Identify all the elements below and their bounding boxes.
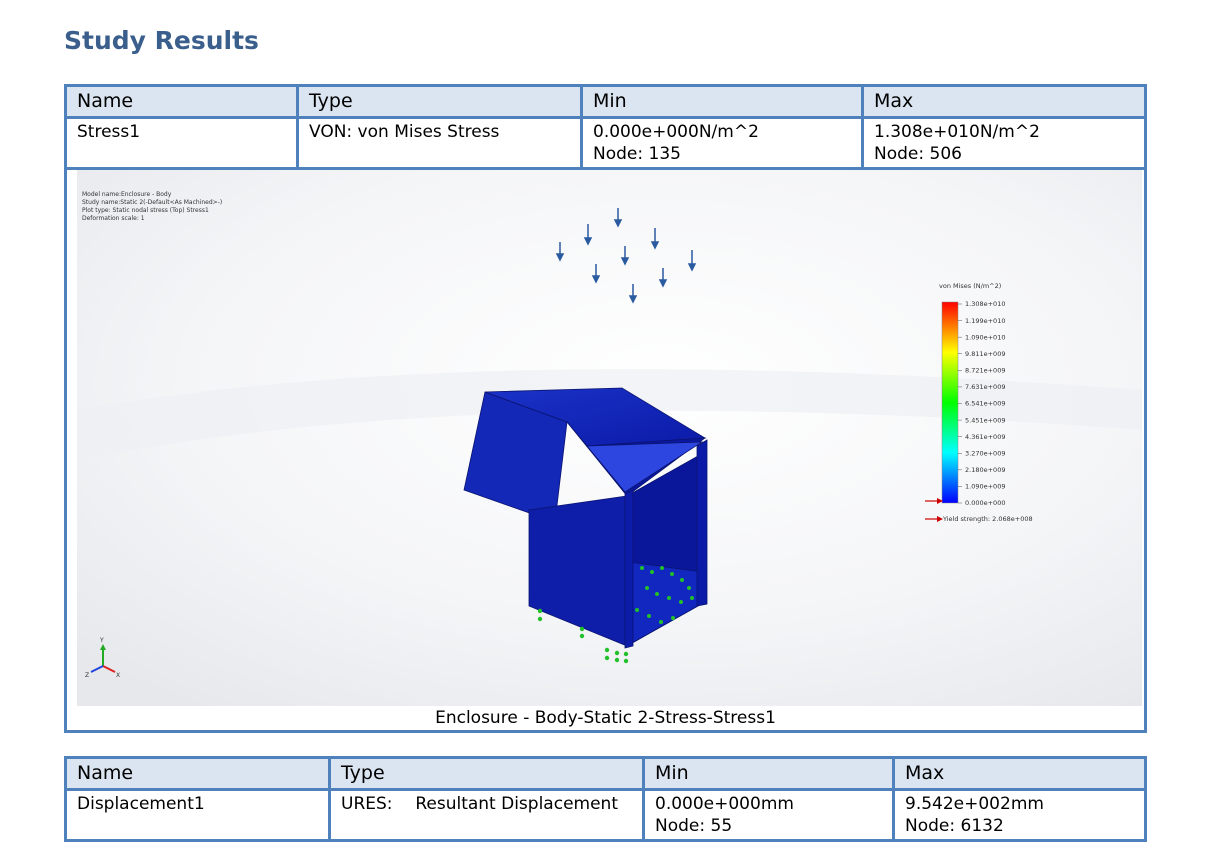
displacement-name: Displacement1 xyxy=(64,788,331,842)
table-row: Stress1 VON: von Mises Stress 0.000e+000… xyxy=(64,116,1147,170)
header-name: Name xyxy=(64,84,299,119)
header-max: Max xyxy=(892,756,1147,791)
displacement-max-node: Node: 6132 xyxy=(905,816,1004,836)
displacement-max-value: 9.542e+002mm xyxy=(905,794,1044,814)
triad-y: Y xyxy=(99,637,104,644)
stress-min-value: 0.000e+000N/m^2 xyxy=(593,122,759,142)
legend-tick-label: 4.361e+009 xyxy=(965,433,1005,441)
plot-type: Plot type: Static nodal stress (Top) Str… xyxy=(82,207,209,214)
table-header-row: Name Type Min Max xyxy=(64,84,1147,119)
stress-plot-image: Model name:Enclosure - Body Study name:S… xyxy=(77,170,1142,706)
stress-max-value: 1.308e+010N/m^2 xyxy=(874,122,1040,142)
displacement-type-desc: Resultant Displacement xyxy=(415,794,618,814)
plot-study-name: Study name:Static 2(-Default<As Machined… xyxy=(82,199,222,206)
stress-min: 0.000e+000N/m^2 Node: 135 xyxy=(580,116,864,170)
yield-marker-icon xyxy=(925,516,943,522)
displacement-min-value: 0.000e+000mm xyxy=(655,794,794,814)
legend-tick-label: 7.631e+009 xyxy=(965,383,1005,391)
header-name: Name xyxy=(64,756,331,791)
header-max: Max xyxy=(861,84,1147,119)
legend-tick-label: 1.308e+010 xyxy=(965,300,1005,308)
fixture-markers-icon xyxy=(537,566,694,664)
legend-tick-label: 1.199e+010 xyxy=(965,317,1005,325)
load-arrows-icon xyxy=(555,208,697,304)
plot-row: Model name:Enclosure - Body Study name:S… xyxy=(64,167,1147,733)
legend-tick-label: 6.541e+009 xyxy=(965,400,1005,408)
displacement-type: URES: Resultant Displacement xyxy=(328,788,645,842)
enclosure-model xyxy=(463,387,708,649)
header-type: Type xyxy=(296,84,583,119)
triad-z: Z xyxy=(85,672,89,679)
header-min: Min xyxy=(642,756,895,791)
legend-tick-label: 2.180e+009 xyxy=(965,466,1005,474)
legend-tick-label: 9.811e+009 xyxy=(965,350,1005,358)
plot-caption: Enclosure - Body-Static 2-Stress-Stress1 xyxy=(435,708,776,728)
page-heading: Study Results xyxy=(64,26,259,55)
stress-plot-svg: Model name:Enclosure - Body Study name:S… xyxy=(77,170,1142,706)
table-row: Displacement1 URES: Resultant Displaceme… xyxy=(64,788,1147,842)
stress-name: Stress1 xyxy=(64,116,299,170)
legend-tick-label: 8.721e+009 xyxy=(965,367,1005,375)
table-header-row: Name Type Min Max xyxy=(64,756,1147,791)
plot-deformation: Deformation scale: 1 xyxy=(82,215,145,222)
plot-cell: Model name:Enclosure - Body Study name:S… xyxy=(64,167,1147,733)
displacement-type-code: URES: xyxy=(341,794,393,814)
header-type: Type xyxy=(328,756,645,791)
yield-strength: Yield strength: 2.068e+008 xyxy=(942,515,1033,523)
legend-tick-label: 1.090e+009 xyxy=(965,483,1005,491)
triad-x: X xyxy=(116,672,120,679)
header-min: Min xyxy=(580,84,864,119)
stress-min-node: Node: 135 xyxy=(593,144,681,164)
displacement-min: 0.000e+000mm Node: 55 xyxy=(642,788,895,842)
stress-max-node: Node: 506 xyxy=(874,144,962,164)
legend-tick-label: 1.090e+010 xyxy=(965,333,1005,341)
plot-info: Model name:Enclosure - Body Study name:S… xyxy=(82,191,222,222)
stress-results-table: Name Type Min Max Stress1 VON: von Mises… xyxy=(64,84,1147,733)
coordinate-triad-icon: Y X Z xyxy=(85,637,120,679)
stress-max: 1.308e+010N/m^2 Node: 506 xyxy=(861,116,1147,170)
displacement-max: 9.542e+002mm Node: 6132 xyxy=(892,788,1147,842)
min-marker-icon xyxy=(925,498,943,504)
stress-type: VON: von Mises Stress xyxy=(296,116,583,170)
legend-tick-label: 5.451e+009 xyxy=(965,416,1005,424)
displacement-min-node: Node: 55 xyxy=(655,816,733,836)
stress-legend: von Mises (N/m^2) 1.308e+010 1.199e+010 1.… xyxy=(925,282,1033,523)
plot-model-name: Model name:Enclosure - Body xyxy=(82,191,172,198)
legend-tick-label: 3.270e+009 xyxy=(965,449,1005,457)
legend-tick-label: 0.000e+000 xyxy=(965,499,1005,507)
legend-title: von Mises (N/m^2) xyxy=(939,282,1001,290)
displacement-results-table: Name Type Min Max Displacement1 URES: Re… xyxy=(64,756,1147,842)
